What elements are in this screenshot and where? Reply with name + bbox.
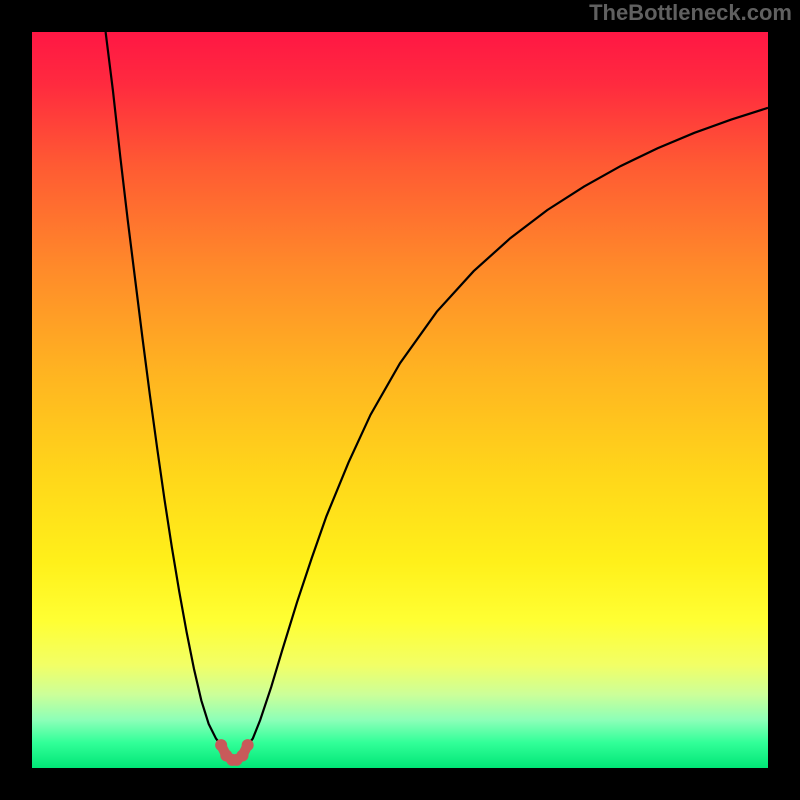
valley-marker-dot <box>215 739 227 751</box>
valley-marker-dot <box>237 749 249 761</box>
bottleneck-chart <box>0 0 800 800</box>
valley-marker-dot <box>242 739 254 751</box>
chart-container: { "meta": { "width": 800, "height": 800,… <box>0 0 800 800</box>
plot-background <box>32 32 768 768</box>
